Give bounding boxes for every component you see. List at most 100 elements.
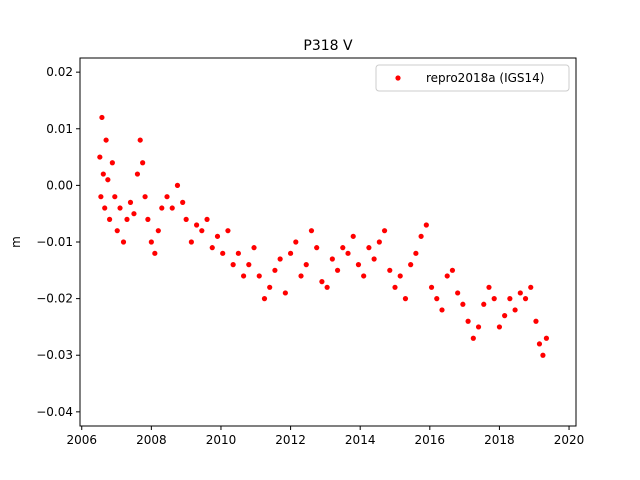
data-points [97,114,550,358]
y-tick-label: 0.02 [46,65,73,79]
legend-label: repro2018a (IGS14) [426,71,544,85]
data-point [522,296,529,302]
data-point [188,239,194,245]
data-point [106,216,113,222]
chart-title: P318 V [303,38,353,54]
data-point [324,284,330,290]
x-tick-label: 2010 [206,433,237,447]
data-point [152,250,158,256]
data-point [428,284,435,290]
data-point [366,245,372,251]
data-point [251,245,257,251]
legend-box [375,64,570,92]
x-axis-ticks: 2006 2008 2010 2012 2014 2016 2018 2020 [66,426,584,447]
data-point [512,307,518,313]
data-point [137,137,143,143]
data-point [256,273,262,279]
data-point [209,245,215,251]
data-point [117,205,123,211]
data-point [439,307,445,313]
data-point [455,290,461,296]
data-point [496,324,503,330]
data-point [134,171,141,177]
y-tick-label: −0.01 [36,235,73,249]
legend-marker [395,75,401,81]
data-point [114,228,120,234]
data-point [145,216,151,222]
data-point [434,296,440,302]
data-point [142,194,148,200]
data-point [159,205,165,211]
data-point [282,290,288,296]
data-point [345,250,351,256]
data-point [329,256,335,262]
data-point [214,233,221,239]
data-point [361,273,367,279]
data-point [105,177,111,183]
data-point [413,250,419,256]
x-tick-label: 2018 [484,433,515,447]
data-point [183,216,189,222]
data-point [517,290,523,296]
data-point [376,239,382,245]
x-tick-label: 2012 [275,433,306,447]
data-point [387,267,393,273]
data-point [99,114,105,121]
data-point [528,284,534,290]
data-point [460,301,466,307]
data-point [148,239,154,245]
data-point [204,216,210,222]
data-point [486,284,492,290]
data-point [103,137,109,143]
data-point [194,222,200,228]
data-point [164,194,170,200]
data-point [423,222,429,228]
data-point [543,335,550,341]
data-point [481,301,487,307]
data-point [402,296,409,302]
data-point [418,233,424,239]
data-point [120,239,127,245]
y-axis-label: m [9,236,23,248]
data-point [392,284,398,290]
data-point [267,284,273,290]
data-point [287,250,294,256]
data-point [319,279,325,285]
data-point [303,262,309,268]
data-point [230,262,236,268]
data-point [199,228,205,234]
data-point [502,313,508,319]
data-point [180,199,186,205]
data-point [140,160,146,166]
data-point [169,205,175,211]
data-point [220,250,226,256]
data-point [397,273,403,279]
y-tick-label: 0.01 [46,122,73,136]
data-point [293,239,299,245]
data-point [235,250,241,256]
data-point [334,267,341,273]
x-tick-label: 2014 [345,433,376,447]
data-point [533,318,539,324]
data-point [308,228,315,234]
data-point [127,199,134,205]
data-point [277,256,283,262]
data-point [540,352,546,358]
data-point [100,171,106,177]
data-point [470,335,476,341]
y-tick-label: −0.04 [36,405,73,419]
data-point [240,273,247,279]
legend: repro2018a (IGS14) [375,64,570,92]
data-point [261,296,268,302]
data-point [340,245,346,251]
data-point [109,160,115,166]
data-point [444,273,450,279]
data-point [246,262,252,268]
data-point [112,194,118,200]
data-point [124,216,130,222]
data-point [174,182,181,188]
y-tick-label: −0.03 [36,348,73,362]
data-point [298,273,304,279]
data-point [97,154,103,160]
